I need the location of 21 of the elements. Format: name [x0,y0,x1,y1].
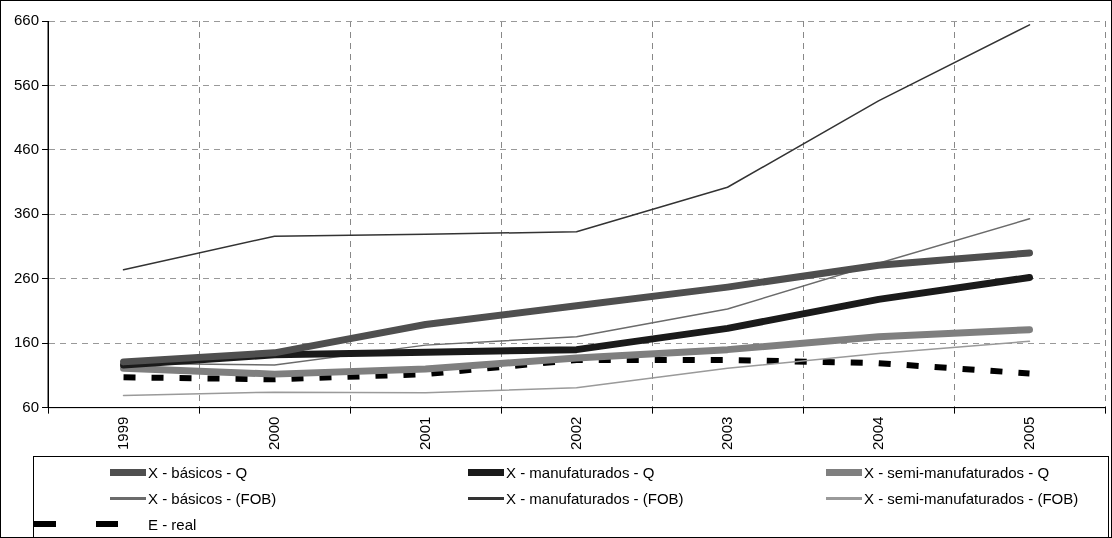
x-tick-label: 2005 [1019,416,1037,451]
legend-label: E - real [148,515,197,533]
legend-label: X - semi-manufaturados - Q [864,463,1050,481]
x-tick-label: 2000 [264,416,282,451]
y-tick-label: 360 [14,204,40,222]
x-tick-label: 1999 [113,416,131,451]
y-tick-label: 160 [14,333,40,351]
x-tick-label: 2001 [415,416,433,451]
legend-label: X - manufaturados - (FOB) [506,489,684,507]
legend-label: X - manufaturados - Q [506,463,655,481]
legend-label: X - básicos - Q [148,463,248,481]
legend-label: X - básicos - (FOB) [148,489,277,507]
x-tick-label: 2002 [566,416,584,451]
y-tick-label: 460 [14,140,40,158]
legend-label: X - semi-manufaturados - (FOB) [864,489,1079,507]
y-tick-label: 260 [14,268,40,286]
y-tick-label: 660 [14,11,40,29]
y-tick-label: 60 [22,397,40,415]
x-tick-label: 2004 [868,416,886,451]
x-tick-label: 2003 [717,416,735,451]
y-tick-label: 560 [14,75,40,93]
